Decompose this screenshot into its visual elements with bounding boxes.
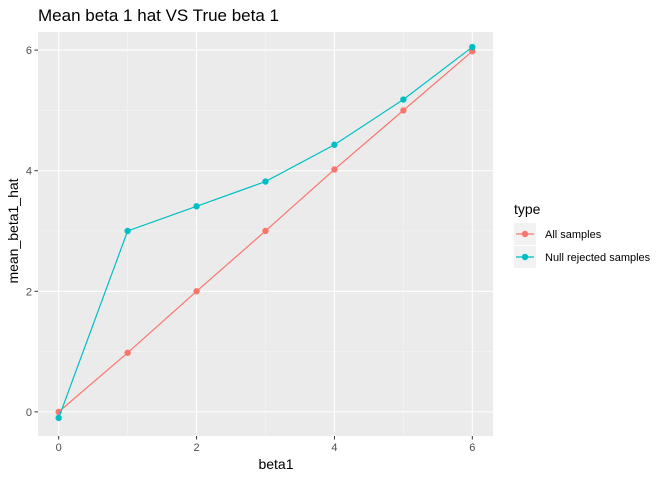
legend-key-point: [521, 253, 529, 261]
data-point: [124, 349, 131, 356]
data-point: [262, 178, 269, 185]
data-point: [400, 96, 407, 103]
series-layer: [55, 43, 476, 422]
y-tick-label: 4: [26, 166, 32, 178]
data-point: [124, 227, 131, 235]
y-axis-title: mean_beta1_hat: [5, 178, 21, 283]
legend-item: All samples: [514, 223, 602, 245]
legend-label: Null rejected samples: [545, 252, 651, 264]
data-point: [193, 288, 200, 295]
chart-title: Mean beta 1 hat VS True beta 1: [38, 6, 279, 25]
data-point: [469, 43, 476, 51]
x-tick-label: 6: [469, 442, 475, 454]
y-tick-label: 6: [26, 45, 32, 57]
legend: type All samples Null rejected samples: [514, 201, 651, 268]
x-axis-title: beta1: [258, 456, 293, 472]
legend-title: type: [514, 201, 541, 217]
legend-label: All samples: [545, 229, 602, 241]
axis-ticks: 0 2 4 6 0 2 4 6: [26, 45, 476, 454]
legend-key-point: [521, 230, 529, 238]
data-point: [331, 166, 338, 173]
x-tick-label: 4: [331, 442, 337, 454]
x-tick-label: 2: [193, 442, 199, 454]
data-point: [400, 107, 407, 114]
data-point: [55, 414, 62, 422]
data-point: [262, 227, 269, 235]
series-null-rejected-samples: [55, 43, 476, 422]
grid-major: [38, 32, 493, 436]
x-tick-label: 0: [56, 442, 62, 454]
data-point: [331, 141, 338, 148]
legend-item: Null rejected samples: [514, 246, 651, 268]
y-tick-label: 0: [26, 407, 32, 419]
y-tick-label: 2: [26, 286, 32, 298]
data-point: [193, 203, 200, 210]
